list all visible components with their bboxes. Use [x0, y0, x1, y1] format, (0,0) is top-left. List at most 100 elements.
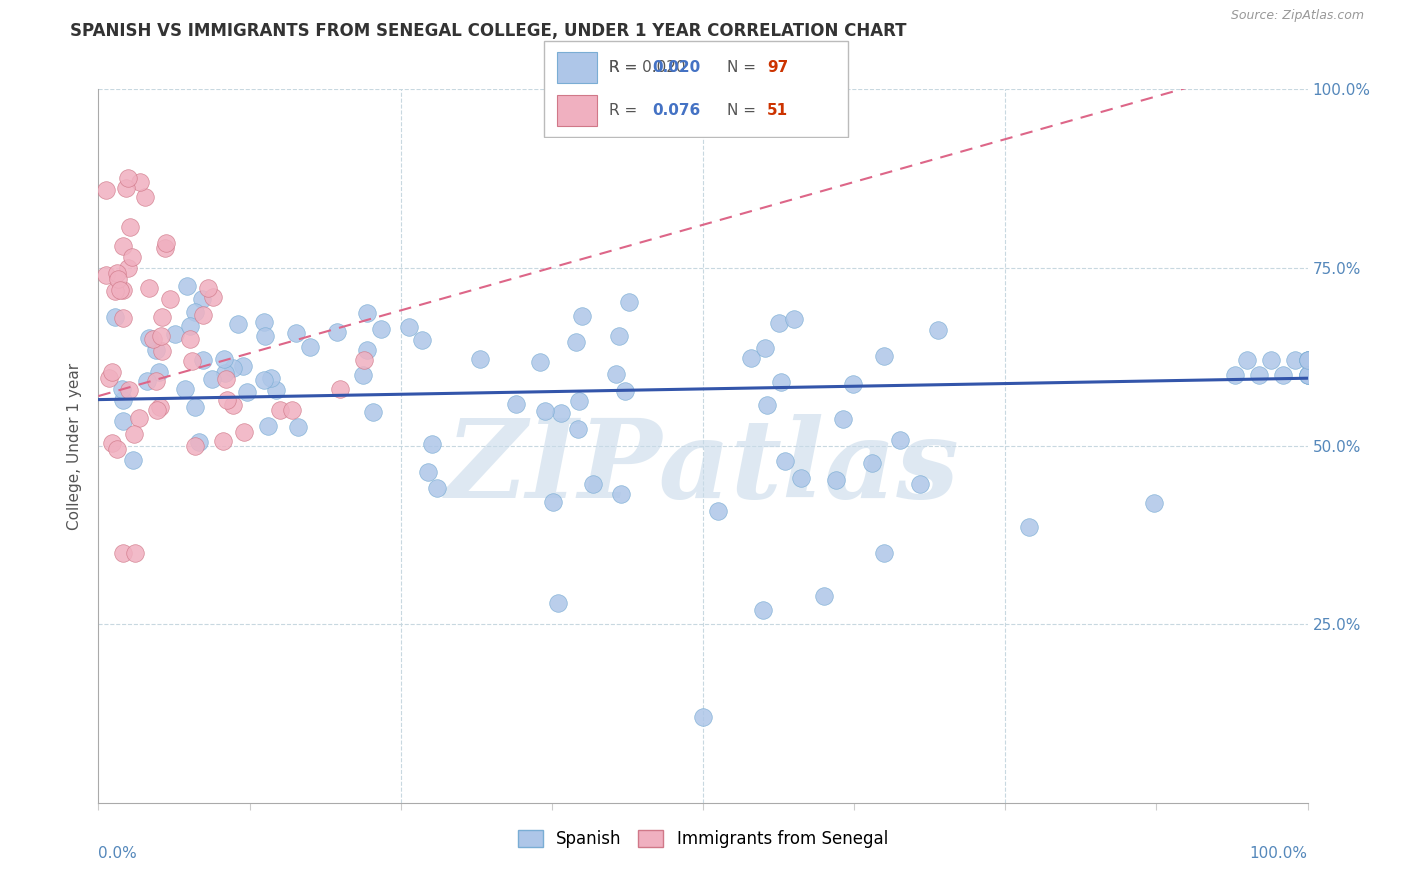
Point	[773, 453, 796, 467]
Point	[361, 404, 384, 418]
Point	[188, 435, 211, 450]
Text: R =: R =	[609, 60, 643, 75]
Point	[150, 310, 173, 324]
Point	[756, 398, 779, 412]
Point	[105, 266, 128, 280]
Point	[117, 261, 139, 276]
Point	[617, 295, 640, 310]
Point	[253, 329, 276, 343]
Legend: Spanish, Immigrants from Senegal: Spanish, Immigrants from Senegal	[512, 823, 894, 855]
Point	[215, 372, 238, 386]
Point	[134, 190, 156, 204]
Point	[118, 383, 141, 397]
Point	[232, 425, 254, 439]
Point	[260, 371, 283, 385]
Point	[1249, 368, 1271, 382]
Point	[111, 392, 134, 407]
Point	[692, 710, 714, 724]
Point	[138, 281, 160, 295]
Point	[1236, 353, 1258, 368]
Point	[148, 400, 170, 414]
Point	[111, 546, 134, 560]
Point	[105, 442, 128, 456]
Point	[222, 397, 245, 411]
Point	[124, 546, 146, 560]
Point	[613, 384, 636, 399]
Point	[860, 456, 883, 470]
Text: N =: N =	[727, 60, 761, 75]
Point	[468, 351, 491, 366]
Point	[201, 372, 224, 386]
Point	[908, 476, 931, 491]
Point	[253, 373, 276, 387]
Point	[94, 268, 117, 282]
Point	[101, 435, 124, 450]
Point	[356, 306, 378, 320]
Text: 0.0%: 0.0%	[98, 846, 138, 861]
Y-axis label: College, Under 1 year: College, Under 1 year	[67, 362, 83, 530]
Point	[146, 403, 169, 417]
Point	[571, 309, 593, 323]
Point	[284, 326, 307, 340]
Point	[107, 271, 129, 285]
Point	[768, 316, 790, 330]
Point	[211, 434, 233, 449]
Text: R = 0.020: R = 0.020	[609, 60, 686, 75]
Point	[426, 481, 449, 495]
Point	[605, 367, 627, 381]
Point	[567, 422, 589, 436]
Bar	[557, 52, 598, 83]
Point	[1296, 368, 1319, 382]
Point	[191, 308, 214, 322]
Point	[287, 419, 309, 434]
Point	[740, 351, 762, 365]
Point	[783, 312, 806, 326]
Point	[142, 332, 165, 346]
Point	[118, 219, 141, 234]
Point	[370, 322, 392, 336]
Point	[155, 235, 177, 250]
Point	[184, 439, 207, 453]
Point	[329, 382, 352, 396]
Point	[232, 359, 254, 373]
Point	[609, 487, 631, 501]
Point	[114, 180, 136, 194]
Point	[541, 494, 564, 508]
Point	[706, 503, 728, 517]
Point	[565, 335, 588, 350]
Point	[111, 238, 134, 252]
Point	[121, 250, 143, 264]
Point	[418, 465, 440, 479]
Point	[96, 183, 118, 197]
Point	[145, 375, 167, 389]
Point	[184, 400, 207, 414]
Point	[129, 175, 152, 189]
Text: 51: 51	[768, 103, 789, 119]
Point	[1260, 353, 1282, 368]
Point	[420, 437, 443, 451]
Point	[138, 331, 160, 345]
Point	[1143, 496, 1166, 510]
Point	[112, 414, 135, 428]
Point	[148, 365, 170, 379]
Point	[752, 603, 775, 617]
Point	[264, 383, 287, 397]
Point	[927, 323, 949, 337]
FancyBboxPatch shape	[544, 41, 848, 137]
Point	[212, 352, 235, 367]
Point	[173, 382, 195, 396]
Text: N =: N =	[727, 103, 761, 119]
Point	[832, 412, 855, 426]
Point	[352, 368, 374, 382]
Point	[179, 332, 201, 346]
Point	[153, 241, 176, 255]
Point	[1272, 368, 1295, 382]
Bar	[557, 95, 598, 127]
Point	[1296, 353, 1319, 368]
Point	[356, 343, 378, 357]
Point	[1284, 353, 1306, 368]
Point	[180, 354, 202, 368]
Point	[550, 406, 572, 420]
Point	[122, 453, 145, 467]
Point	[529, 355, 551, 369]
